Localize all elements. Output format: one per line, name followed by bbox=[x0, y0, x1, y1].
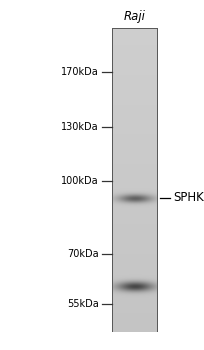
Text: 170kDa: 170kDa bbox=[61, 66, 99, 77]
Text: 70kDa: 70kDa bbox=[67, 249, 99, 259]
Text: Raji: Raji bbox=[124, 10, 146, 23]
Text: 100kDa: 100kDa bbox=[61, 176, 99, 186]
Text: 130kDa: 130kDa bbox=[61, 122, 99, 132]
Text: SPHK2: SPHK2 bbox=[173, 191, 204, 204]
Text: 55kDa: 55kDa bbox=[67, 299, 99, 309]
